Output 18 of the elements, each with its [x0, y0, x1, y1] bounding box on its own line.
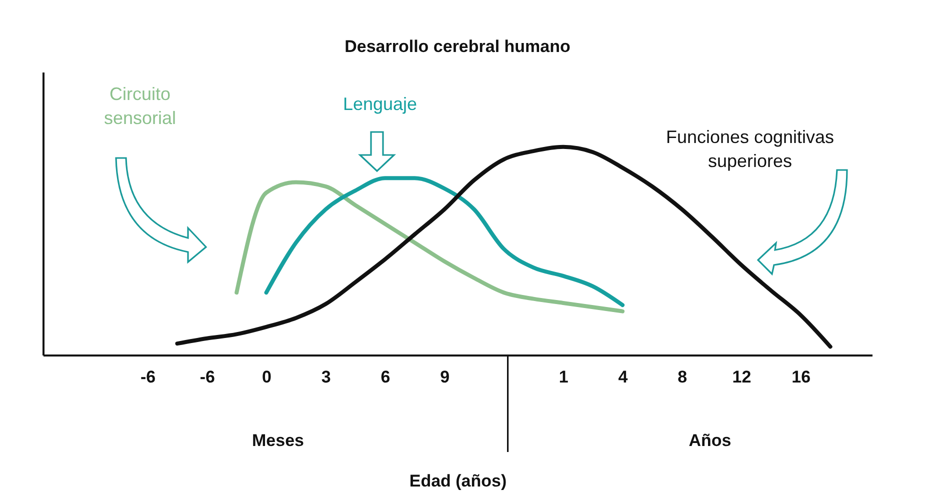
x-tick-label: -6 [200, 368, 215, 386]
text: Años [688, 431, 732, 450]
x-tick-label: 12 [732, 368, 752, 386]
x-tick-label: 3 [321, 368, 331, 386]
text: Circuito sensorial [104, 84, 176, 128]
x-tick-label: -6 [140, 368, 156, 386]
x-tick-label: 1 [558, 368, 568, 386]
x-tick-label: 6 [380, 368, 390, 386]
x-tick-label: 4 [618, 368, 628, 386]
x-tick-label: 0 [262, 368, 272, 386]
chart-title: Desarrollo cerebral humano [344, 37, 570, 56]
text: Meses [252, 431, 304, 450]
series-label: Funciones cognitivas superiores [666, 127, 834, 171]
text: Lenguaje [342, 94, 418, 114]
x-tick-label: 9 [440, 368, 450, 386]
x-tick-label: 8 [678, 368, 688, 386]
x-tick-label: 16 [792, 368, 811, 386]
x-axis-title: Edad (años) [409, 472, 507, 490]
